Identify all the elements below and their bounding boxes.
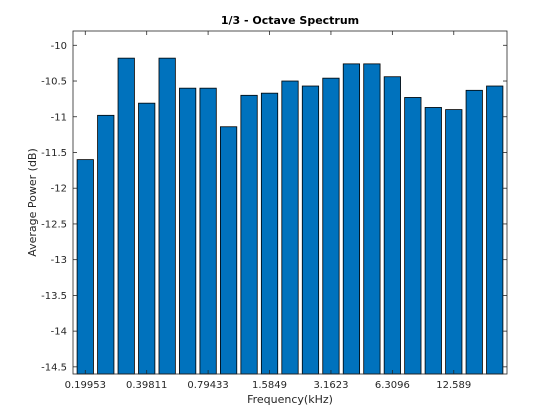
ticks-layer: -10 -10.5 -11 -11.5 -12 -12.5 -13 -13.5 -14 -14.5… [41,31,507,391]
bar-0.31623 [117,57,135,375]
x-tick-label: 0.79433 [187,380,228,391]
x-tick-label: 0.39811 [126,380,167,391]
bar-19.953 [486,85,504,375]
bar-0.39811 [138,102,156,375]
bar-6.3096 [383,76,401,375]
y-tick-label: -13.5 [41,291,67,302]
bar-1.5849 [260,92,279,375]
x-tick-label: 0.19953 [65,380,106,391]
x-tick-label: 3.1623 [313,380,348,391]
bar-5.0119 [363,63,381,375]
y-tick-label: -14 [51,327,67,338]
y-tick-label: -11.5 [41,148,67,159]
y-tick-label: -14.5 [41,362,67,373]
bar-0.19953 [76,159,94,375]
bar-0.50119 [158,57,176,375]
bar-0.25119 [97,114,115,375]
bar-1.9953 [281,80,299,375]
chart-title: 1/3 - Octave Spectrum [221,14,359,27]
bar-15.849 [465,89,483,375]
bar-1 [219,126,238,375]
x-tick-label: 6.3096 [375,380,410,391]
bar-0.79433 [199,87,217,375]
bar-3.1623 [322,77,340,375]
y-tick-label: -11 [51,112,67,123]
y-tick-label: -10 [51,41,67,52]
plot-frame [72,30,508,375]
y-tick-label: -12 [51,184,67,195]
y-axis-label: Average Power (dB) [26,148,39,257]
bars-layer [76,57,504,375]
bar-12.589 [445,109,463,375]
bar-2.5119 [301,85,320,375]
x-tick-label: 12.589 [436,380,471,391]
bar-10 [424,107,442,375]
bar-7.9433 [404,97,422,375]
y-tick-label: -10.5 [41,77,67,88]
bar-3.9811 [342,63,361,375]
bar-1.2589 [240,94,258,375]
y-tick-label: -13 [51,255,67,266]
y-tick-label: -12.5 [41,219,67,230]
bar-0.63096 [179,87,197,375]
x-axis-label: Frequency(kHz) [247,393,333,406]
x-tick-label: 1.5849 [252,380,287,391]
